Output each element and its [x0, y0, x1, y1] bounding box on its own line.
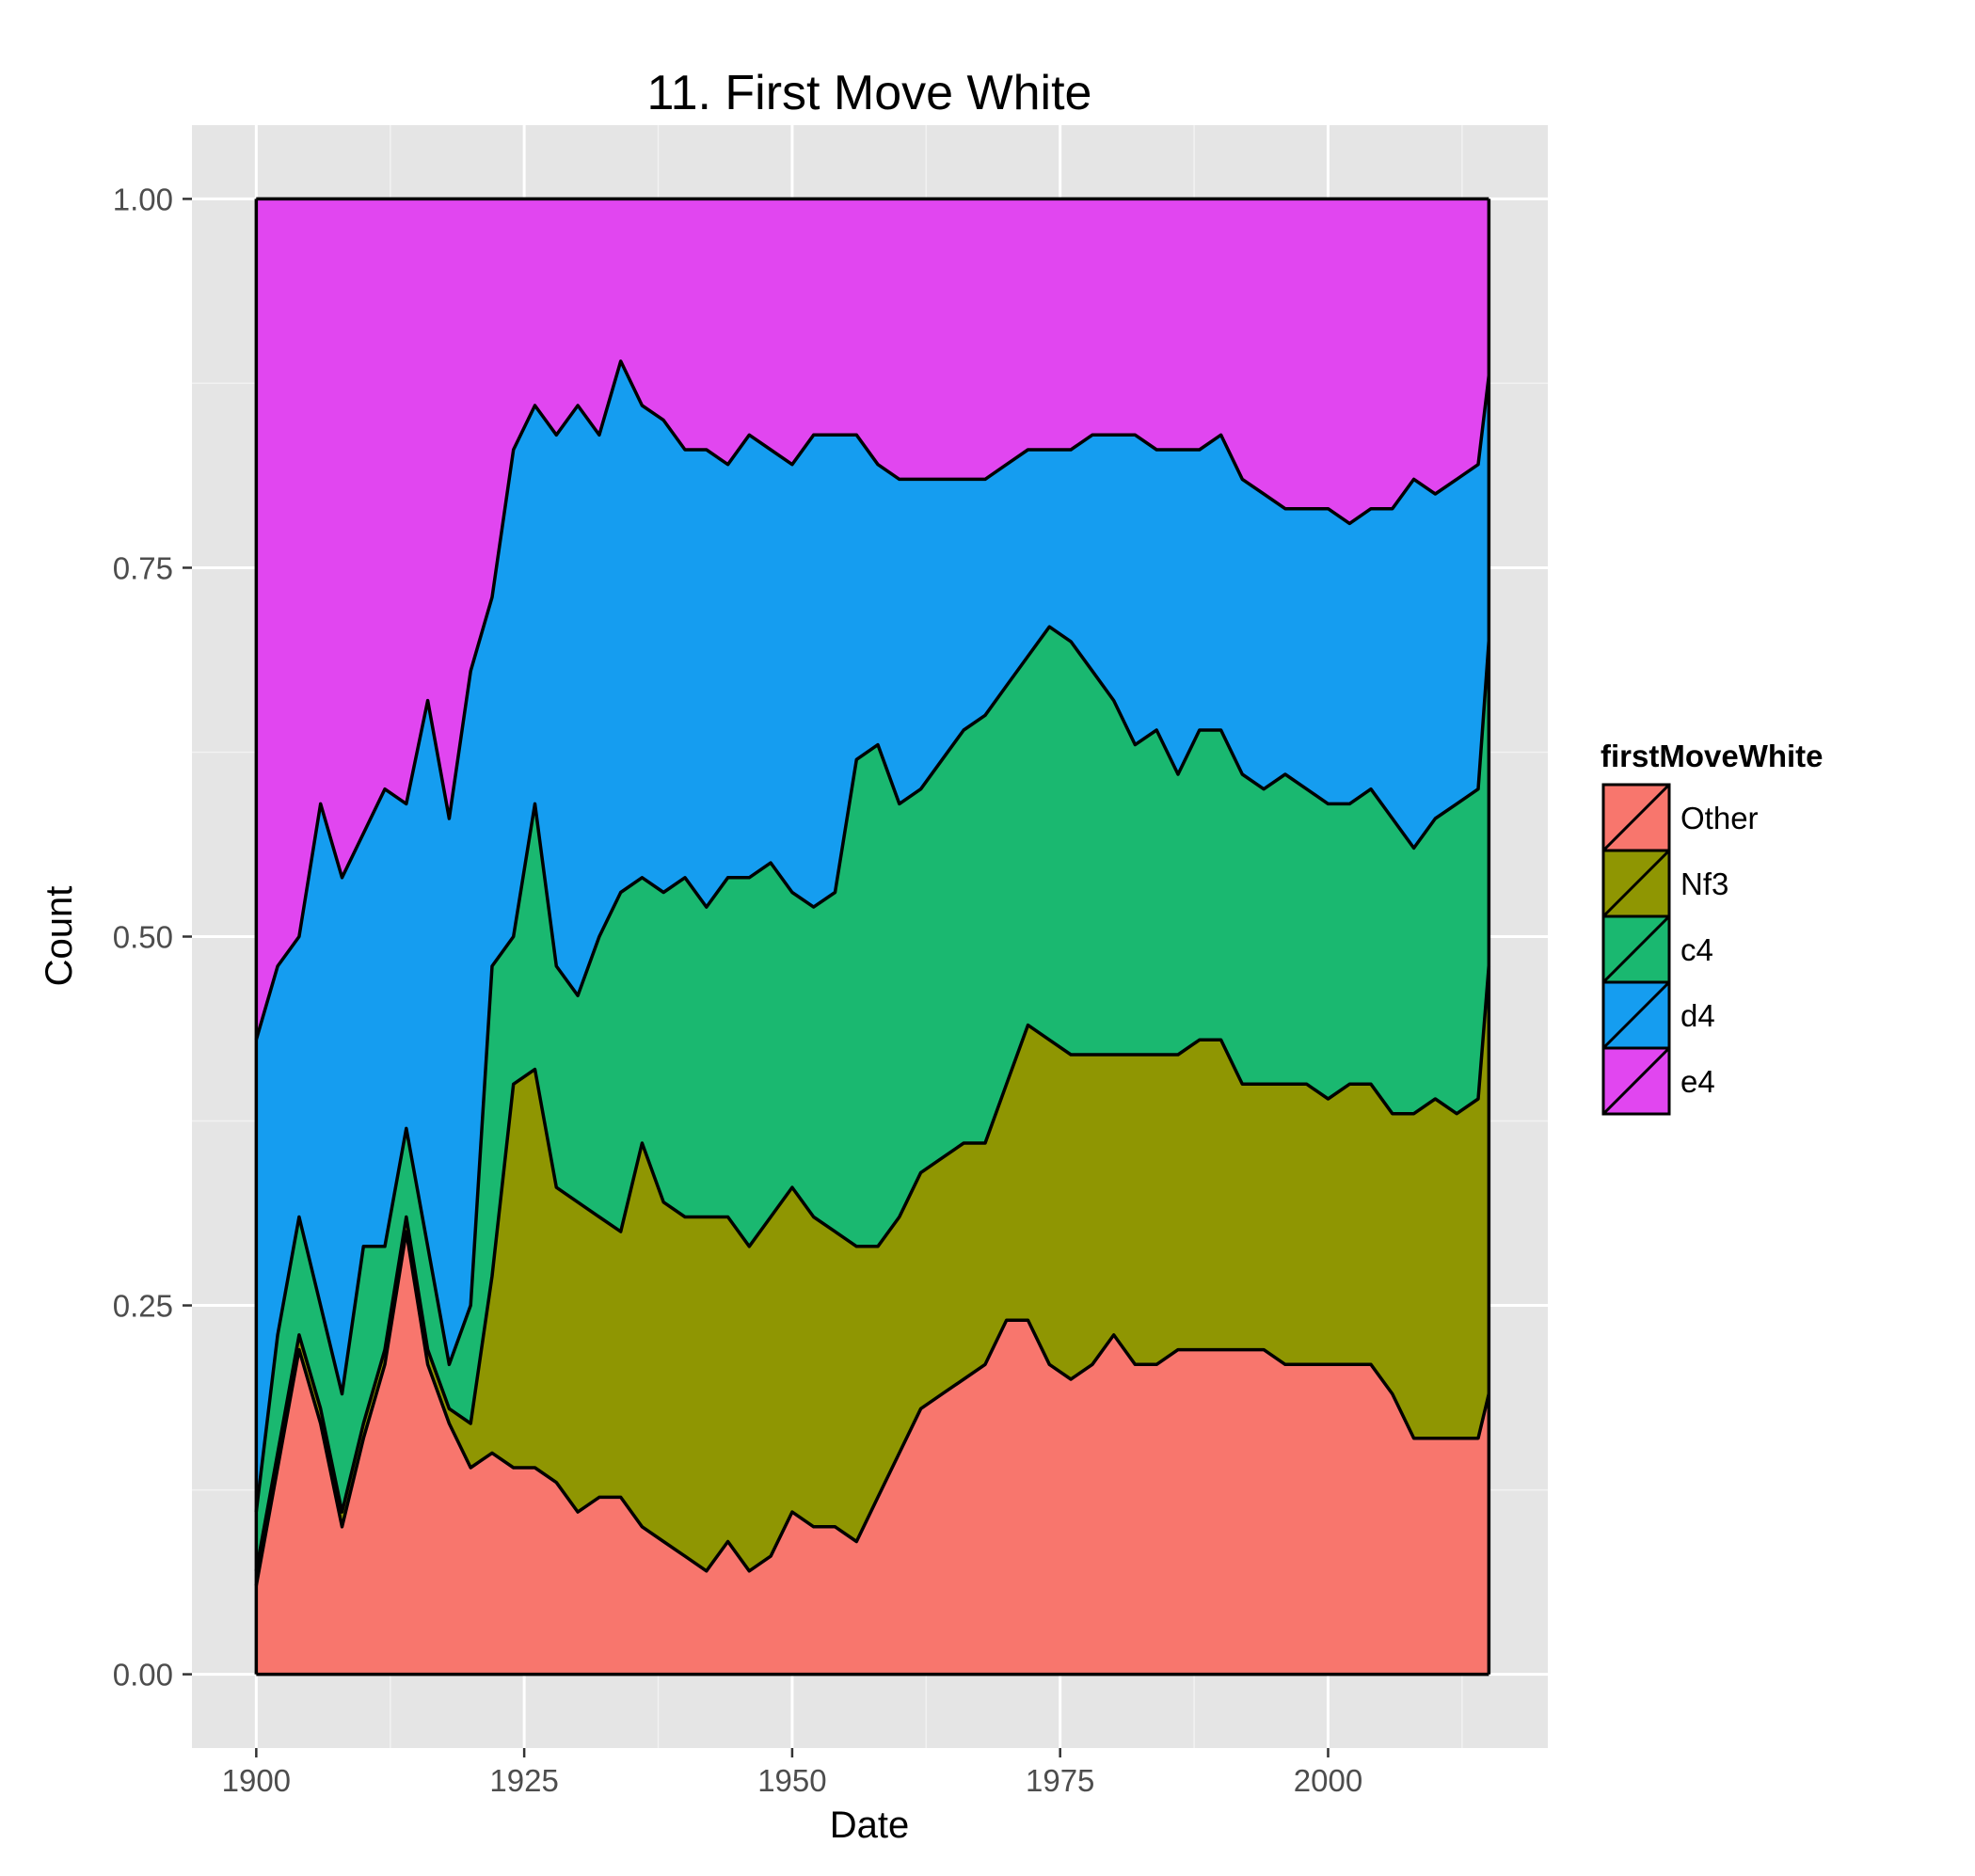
legend-key-slash	[1601, 783, 1671, 852]
area-other	[256, 1232, 1489, 1675]
legend-title: firstMoveWhite	[1601, 739, 1824, 773]
x-axis-title: Date	[830, 1804, 910, 1846]
area-e4	[256, 199, 1489, 1041]
x-tick-labels: 1900 1925 1950 1975 2000	[222, 1763, 1363, 1798]
chart-title: 11. First Move White	[647, 66, 1092, 120]
legend-label-d4: d4	[1680, 998, 1715, 1033]
y-tick-label: 0.50	[113, 920, 173, 955]
series-line-d4	[254, 359, 1491, 1041]
x-tick-label: 1925	[489, 1763, 558, 1798]
y-tick-label: 1.00	[113, 182, 173, 216]
legend-key-slash	[1601, 914, 1671, 984]
legend-key-slash	[1601, 1046, 1671, 1116]
series-line-other	[254, 1230, 1491, 1586]
legend-key-slash	[1601, 849, 1671, 918]
stacked-areas	[256, 199, 1489, 1675]
area-outlines	[254, 197, 1491, 1677]
x-tick-label: 1900	[222, 1763, 291, 1798]
legend-label-other: Other	[1680, 801, 1759, 835]
legend-label-e4: e4	[1680, 1064, 1715, 1099]
legend-label-c4: c4	[1680, 932, 1713, 967]
legend-key-slash	[1601, 980, 1671, 1050]
y-axis-title: Count	[39, 886, 80, 987]
area-c4	[256, 627, 1489, 1571]
series-line-nf3	[254, 965, 1491, 1572]
y-tick-labels: 0.00 0.25 0.50 0.75 1.00	[113, 182, 173, 1692]
x-tick-label: 2000	[1294, 1763, 1362, 1798]
legend: firstMoveWhite Other Nf3 c4 d4 e4	[1601, 739, 1824, 1116]
y-tick-label: 0.75	[113, 550, 173, 585]
x-tick-label: 1975	[1026, 1763, 1094, 1798]
area-d4	[256, 360, 1489, 1513]
legend-items: Other Nf3 c4 d4 e4	[1601, 783, 1759, 1116]
series-line-c4	[254, 625, 1491, 1513]
y-tick-label: 0.25	[113, 1289, 173, 1324]
x-tick-label: 1950	[757, 1763, 826, 1798]
axis-ticks	[183, 198, 1330, 1757]
legend-label-nf3: Nf3	[1680, 866, 1728, 901]
area-nf3	[256, 965, 1489, 1586]
y-tick-label: 0.00	[113, 1658, 173, 1693]
